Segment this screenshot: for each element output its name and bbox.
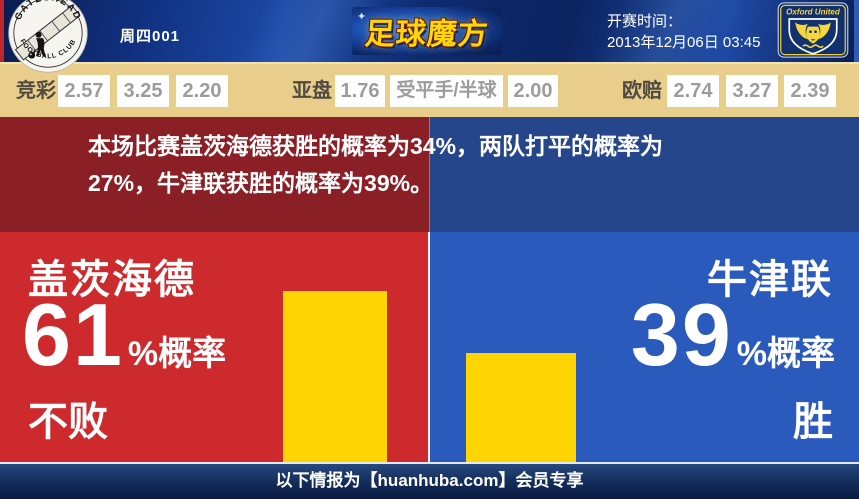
panel-divider xyxy=(428,232,430,462)
footer-text: 以下情报为【huanhuba.com】会员专享 xyxy=(275,471,584,490)
site-logo-text: 足球魔方 xyxy=(363,18,490,51)
jingcai-draw-odds: 3.25 xyxy=(117,75,169,107)
oupei-label: 欧赔 xyxy=(622,80,662,102)
match-code: 周四001 xyxy=(120,28,181,45)
band-divider xyxy=(429,117,430,232)
ox-horn-right xyxy=(818,22,831,40)
gateshead-crest-icon: GATESHEAD FOOTBALL CLUB xyxy=(8,0,88,73)
yapan-home-odds: 1.76 xyxy=(335,75,385,107)
prediction-band-away-bg xyxy=(429,117,859,232)
kickoff-time: 开赛时间： 2013年12月06日 03:45 xyxy=(607,11,760,53)
home-probability-value: 61 xyxy=(22,285,124,384)
oxford-united-crest-icon: Oxford United xyxy=(777,2,849,58)
odds-bar: 竞彩 2.57 3.25 2.20 亚盘 1.76 受平手/半球 2.00 欧赔… xyxy=(0,62,859,117)
jingcai-label: 竞彩 xyxy=(16,80,56,102)
prediction-line-1: 本场比赛盖茨海德获胜的概率为34%，两队打平的概率为 xyxy=(88,133,664,159)
home-probability: 61 %概率 xyxy=(22,291,226,379)
away-probability: 39 %概率 xyxy=(631,291,835,379)
sparkle-icon: ✦ xyxy=(357,11,367,23)
football-icon xyxy=(28,51,36,59)
kickoff-label: 开赛时间： xyxy=(607,13,683,30)
home-team-name: 盖茨海德 xyxy=(28,258,196,302)
prediction-band-home-bg xyxy=(0,117,429,232)
home-outcome: 不败 xyxy=(28,400,108,444)
wave-lines xyxy=(802,44,824,48)
header: GATESHEAD FOOTBALL CLUB 周四001 ✦ 足球魔方 开赛时… xyxy=(0,0,859,73)
away-outcome: 胜 xyxy=(793,400,833,444)
home-probability-bar xyxy=(283,291,387,462)
yapan-label: 亚盘 xyxy=(292,80,332,102)
prediction-line-2: 27%，牛津联获胜的概率为39%。 xyxy=(88,170,434,196)
jingcai-lose-odds: 2.20 xyxy=(176,75,228,107)
home-probability-suffix: %概率 xyxy=(127,335,227,373)
footer: 以下情报为【huanhuba.com】会员专享 xyxy=(0,462,859,499)
site-logo: ✦ 足球魔方 xyxy=(352,7,502,55)
oupei-win-odds: 2.74 xyxy=(667,75,719,107)
oupei-lose-odds: 2.39 xyxy=(784,75,836,107)
header-left-red-strip xyxy=(0,0,4,62)
prediction-summary: 本场比赛盖茨海德获胜的概率为34%，两队打平的概率为 27%，牛津联获胜的概率为… xyxy=(88,128,800,202)
player-silhouette xyxy=(36,38,46,57)
away-probability-value: 39 xyxy=(630,285,733,384)
kickoff-datetime: 2013年12月06日 03:45 xyxy=(607,34,761,51)
viaduct-band xyxy=(14,4,81,61)
jingcai-win-odds: 2.57 xyxy=(58,75,110,107)
away-probability-bar xyxy=(466,352,576,462)
yapan-away-odds: 2.00 xyxy=(508,75,558,107)
crest-team-name: Oxford United xyxy=(786,8,841,17)
oupei-draw-odds: 3.27 xyxy=(726,75,778,107)
away-probability-suffix: %概率 xyxy=(736,335,835,373)
header-right-blue-strip xyxy=(854,0,859,62)
away-team-name: 牛津联 xyxy=(707,258,833,302)
yapan-handicap: 受平手/半球 xyxy=(390,75,503,107)
ox-horn-left xyxy=(795,22,808,40)
